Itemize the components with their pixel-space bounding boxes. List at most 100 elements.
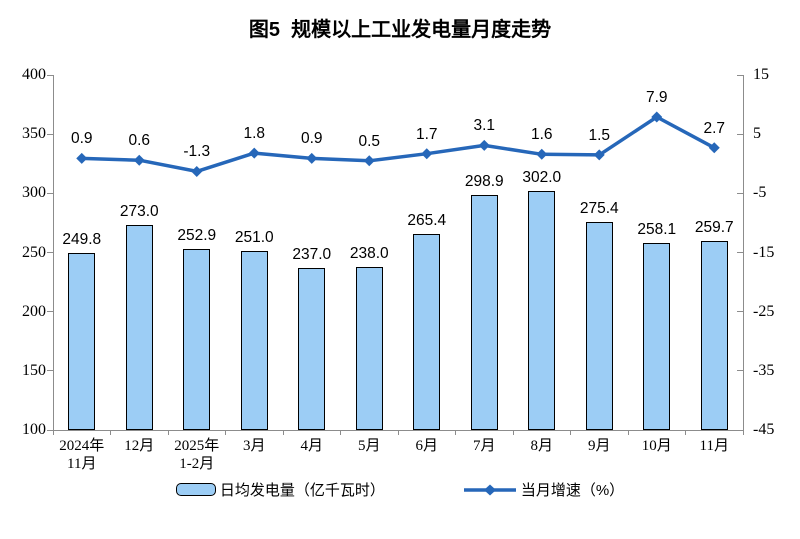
line-point-marker: [363, 155, 375, 167]
line-value-label: 1.5: [588, 126, 611, 144]
line-point-marker: [76, 152, 88, 164]
bar: [68, 252, 96, 430]
y-axis-left-tick: [47, 192, 53, 194]
legend-label-line-series: 当月增速（%）: [520, 482, 625, 499]
y-axis-left-line: [52, 75, 54, 430]
x-axis-tick: [627, 430, 629, 435]
y-axis-right-tick: [737, 311, 743, 313]
x-axis-category-label: 3月: [242, 438, 266, 454]
bar-value-label: 252.9: [177, 227, 217, 245]
bar-value-label: 237.0: [292, 245, 332, 263]
y-axis-right-tick-label: 15: [753, 66, 769, 83]
x-axis-category-label: 6月: [415, 438, 438, 454]
bar-value-label: 258.1: [637, 220, 677, 238]
line-value-label: 1.6: [530, 126, 553, 144]
legend-item-bar-series: 日均发电量（亿千瓦时）: [175, 479, 385, 500]
x-axis-tick: [512, 430, 514, 435]
bar-value-label: 273.0: [119, 203, 159, 221]
y-axis-right-tick: [737, 252, 743, 253]
y-axis-left-tick-label: 200: [22, 302, 46, 320]
x-axis-category-label: 4月: [300, 438, 323, 454]
line-series-swatch-icon: [463, 484, 517, 496]
legend-item-line-series: 当月增速（%）: [463, 479, 624, 500]
line-point-marker: [133, 154, 145, 166]
x-axis-tick: [397, 430, 399, 435]
y-axis-right-tick-label: -25: [753, 302, 775, 320]
bar-series-swatch-icon: [175, 483, 216, 496]
x-axis-tick: [110, 430, 111, 435]
x-axis-tick: [282, 430, 284, 435]
y-axis-right-tick: [737, 74, 743, 76]
line-value-label: 0.6: [128, 132, 151, 150]
bar-value-label: 302.0: [522, 168, 562, 186]
line-value-label: 1.7: [415, 125, 438, 143]
y-axis-right-tick-label: -35: [753, 361, 775, 379]
x-axis-category-label: 5月: [357, 438, 381, 454]
x-axis-category-label: 2024年 11月: [59, 438, 105, 472]
line-value-label: 1.8: [243, 125, 266, 143]
x-axis-tick: [685, 430, 686, 435]
y-axis-left-tick-label: 300: [22, 184, 46, 202]
bar: [700, 241, 728, 430]
bar-value-label: 238.0: [349, 244, 389, 262]
line-point-marker: [593, 149, 605, 161]
line-value-label: 0.9: [70, 130, 93, 148]
line-value-label: -1.3: [183, 143, 211, 161]
y-axis-right-tick: [737, 429, 743, 431]
x-axis-category-label: 9月: [587, 438, 611, 454]
line-point-marker: [306, 152, 318, 164]
y-axis-right-tick-label: -15: [753, 243, 775, 261]
chart-legend: 日均发电量（亿千瓦时） 当月增速（%）: [0, 479, 800, 500]
y-axis-left-tick-label: 250: [22, 243, 46, 261]
y-axis-left-tick: [47, 370, 53, 372]
bar: [240, 251, 268, 430]
bar: [125, 225, 153, 430]
line-value-label: 0.5: [358, 132, 381, 150]
bar: [298, 267, 326, 430]
x-axis-tick: [167, 430, 169, 435]
x-axis-tick: [455, 430, 456, 435]
x-axis-tick: [52, 430, 54, 435]
x-axis-tick: [225, 430, 226, 435]
y-axis-right-tick-label: -5: [753, 184, 767, 202]
bar-value-label: 275.4: [579, 200, 619, 218]
x-axis-category-label: 11月: [699, 438, 729, 454]
y-axis-left-tick-label: 350: [22, 125, 46, 143]
bar-value-label: 259.7: [694, 219, 734, 237]
x-axis-category-label: 2025年 1-2月: [174, 438, 220, 472]
y-axis-right-tick: [737, 133, 743, 135]
chart-title: 图5 规模以上工业发电量月度走势: [248, 19, 552, 41]
y-axis-right-tick-label: 5: [753, 125, 761, 143]
y-axis-left-tick: [47, 429, 53, 431]
bar: [183, 249, 211, 430]
x-axis-category-label: 8月: [530, 438, 553, 454]
legend-label-bar-series: 日均发电量（亿千瓦时）: [219, 482, 385, 499]
bar: [643, 242, 671, 430]
bar: [355, 266, 383, 430]
x-axis-tick: [742, 430, 744, 435]
y-axis-right-tick: [737, 192, 743, 194]
bar-value-label: 249.8: [62, 230, 102, 248]
x-axis-category-label: 7月: [472, 438, 496, 454]
line-value-label: 7.9: [645, 89, 668, 106]
bar: [585, 222, 613, 430]
y-axis-left-tick: [47, 74, 53, 76]
y-axis-right-tick-label: -45: [753, 421, 775, 438]
x-axis-tick: [570, 430, 571, 435]
bar-value-label: 251.0: [234, 229, 274, 247]
bar: [528, 190, 556, 430]
line-point-marker: [478, 139, 490, 151]
line-value-label: 3.1: [473, 117, 496, 135]
line-point-marker: [421, 148, 433, 160]
y-axis-left-tick-label: 150: [22, 361, 46, 379]
y-axis-left-tick: [47, 252, 53, 253]
y-axis-left-tick: [47, 133, 53, 135]
line-point-marker: [191, 165, 203, 177]
x-axis-category-label: 10月: [641, 438, 672, 454]
y-axis-left-tick: [47, 311, 53, 313]
line-point-marker: [248, 147, 260, 159]
line-point-marker: [708, 142, 720, 154]
line-point-marker: [536, 148, 548, 160]
